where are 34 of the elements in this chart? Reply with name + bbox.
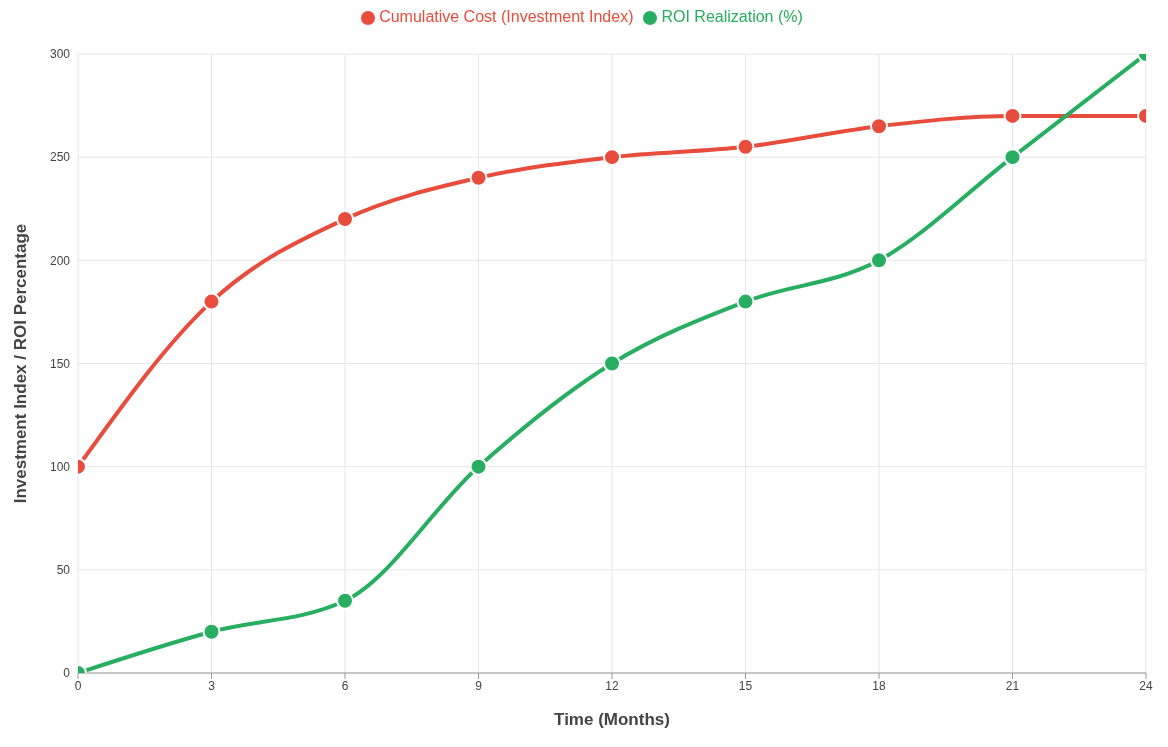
x-tick-label: 24: [1139, 678, 1153, 693]
legend-label: Cumulative Cost (Investment Index): [379, 8, 634, 25]
y-tick-label: 200: [49, 253, 71, 268]
point: [469, 457, 488, 476]
point: [469, 168, 488, 187]
x-tick-label: 9: [475, 678, 483, 693]
point: [736, 292, 755, 311]
y-tick-label: 300: [49, 47, 71, 62]
x-tick-label: 6: [341, 678, 349, 693]
y-tick-label: 150: [49, 356, 71, 371]
y-axis-title: Investment Index / ROI Percentage: [11, 223, 31, 504]
x-tick-label: 15: [738, 678, 753, 693]
point: [603, 148, 621, 167]
point: [736, 137, 755, 156]
legend-label: ROI Realization (%): [661, 8, 803, 25]
y-tick-label: 0: [63, 666, 71, 681]
x-tick-label: 3: [208, 678, 216, 693]
y-tick-label: 250: [49, 150, 71, 165]
point: [603, 354, 621, 373]
point: [336, 210, 354, 229]
x-tick-label: 12: [605, 678, 619, 693]
point: [202, 622, 221, 641]
point: [202, 292, 221, 311]
x-tick-label: 0: [74, 678, 82, 693]
y-tick-label: 100: [49, 459, 71, 474]
point: [870, 117, 888, 136]
x-tick-label: 21: [1005, 678, 1020, 693]
x-tick-label: 18: [872, 678, 886, 693]
point: [870, 251, 888, 270]
point: [1003, 148, 1022, 167]
y-tick-label: 50: [56, 563, 71, 578]
point: [336, 591, 354, 610]
point: [1003, 106, 1022, 125]
x-axis-title: Time (Months): [554, 710, 670, 730]
